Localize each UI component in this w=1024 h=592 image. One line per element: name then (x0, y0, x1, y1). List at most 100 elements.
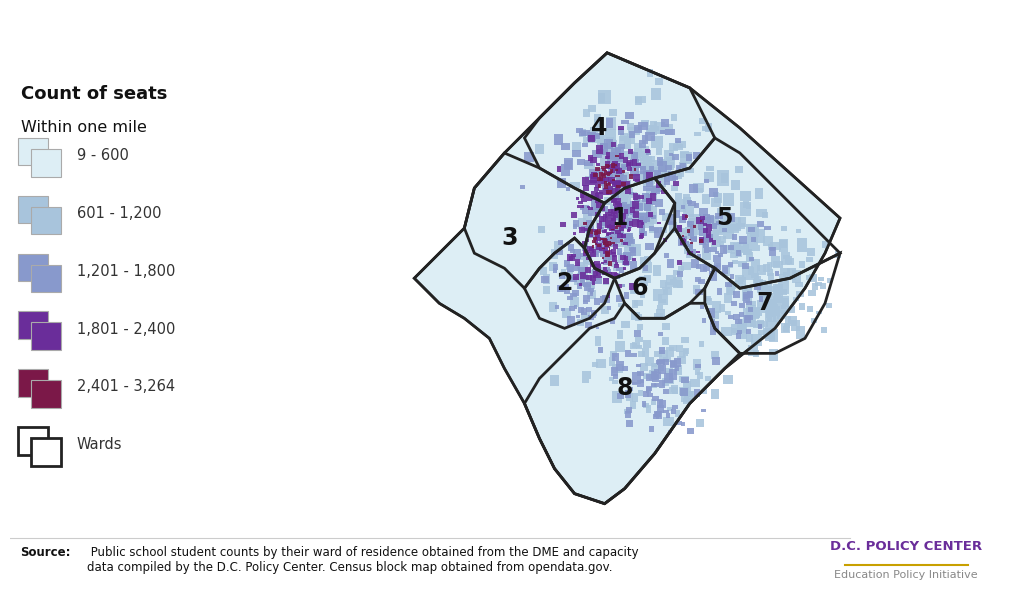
Bar (676, 141, 686, 148)
Bar (595, 243, 597, 245)
Bar (653, 369, 659, 373)
Bar (680, 388, 687, 396)
Bar (630, 192, 635, 195)
Bar (624, 243, 632, 250)
Bar (630, 159, 639, 168)
Bar (622, 170, 625, 173)
Bar (625, 179, 631, 188)
Bar (779, 239, 788, 252)
Bar (581, 130, 590, 136)
Bar (633, 218, 639, 227)
Bar (651, 363, 657, 367)
Bar (685, 197, 691, 202)
Bar (769, 329, 778, 342)
Bar (588, 246, 593, 251)
Bar (615, 361, 625, 371)
Bar (653, 265, 660, 276)
Bar (717, 208, 724, 215)
Bar (597, 149, 604, 155)
Bar (748, 307, 754, 311)
Bar (655, 412, 660, 417)
Bar (590, 270, 595, 274)
FancyBboxPatch shape (18, 138, 48, 166)
Bar (694, 369, 700, 375)
Bar (618, 268, 624, 274)
Bar (702, 242, 709, 247)
Bar (603, 185, 607, 189)
Bar (583, 221, 587, 225)
Bar (653, 414, 658, 419)
Bar (635, 314, 642, 321)
Bar (643, 176, 653, 186)
Bar (564, 159, 573, 170)
Bar (615, 268, 620, 271)
Bar (731, 301, 737, 307)
Bar (601, 178, 608, 186)
Bar (622, 234, 626, 238)
Bar (669, 430, 673, 433)
Bar (624, 242, 629, 245)
Bar (646, 178, 653, 186)
Bar (774, 294, 782, 303)
Bar (770, 304, 778, 315)
Bar (618, 126, 625, 130)
Bar (603, 278, 608, 284)
Bar (620, 182, 628, 189)
Bar (727, 215, 733, 220)
Bar (683, 381, 690, 391)
Bar (602, 184, 608, 190)
Bar (629, 283, 635, 291)
Bar (645, 387, 651, 392)
Bar (640, 379, 644, 383)
Bar (609, 139, 616, 148)
Bar (636, 203, 643, 211)
Bar (816, 311, 821, 314)
Bar (723, 267, 730, 276)
Bar (604, 240, 610, 245)
Bar (761, 282, 767, 289)
Bar (729, 281, 736, 289)
Bar (695, 363, 700, 368)
Bar (683, 205, 694, 217)
Bar (713, 327, 719, 332)
Bar (634, 148, 641, 158)
FancyBboxPatch shape (18, 311, 48, 339)
Bar (608, 247, 610, 249)
Bar (784, 316, 791, 324)
Bar (632, 159, 637, 166)
Bar (599, 216, 604, 223)
Bar (583, 178, 589, 186)
Bar (584, 250, 587, 253)
Bar (751, 227, 759, 237)
Bar (729, 242, 741, 252)
Bar (687, 200, 692, 204)
Bar (601, 173, 604, 176)
Bar (673, 181, 679, 186)
Bar (699, 239, 702, 243)
Bar (613, 273, 618, 276)
Bar (668, 214, 676, 225)
Bar (611, 212, 614, 217)
Bar (765, 311, 772, 321)
Bar (637, 345, 642, 349)
Bar (695, 217, 701, 224)
Bar (697, 224, 705, 230)
Bar (648, 212, 653, 217)
Bar (592, 362, 598, 367)
Bar (605, 236, 612, 246)
Bar (638, 200, 645, 210)
Bar (578, 307, 585, 313)
Bar (591, 247, 597, 255)
Bar (757, 283, 765, 294)
Bar (662, 323, 670, 330)
Bar (610, 272, 616, 277)
Bar (770, 242, 781, 250)
Bar (705, 172, 714, 182)
Bar (554, 241, 562, 252)
Bar (596, 243, 602, 250)
Bar (582, 143, 588, 147)
Bar (658, 294, 668, 305)
Bar (558, 286, 566, 292)
Bar (783, 326, 790, 332)
Bar (654, 170, 660, 176)
